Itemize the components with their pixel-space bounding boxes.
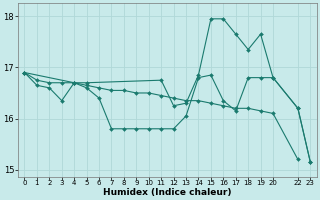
X-axis label: Humidex (Indice chaleur): Humidex (Indice chaleur) [103,188,232,197]
